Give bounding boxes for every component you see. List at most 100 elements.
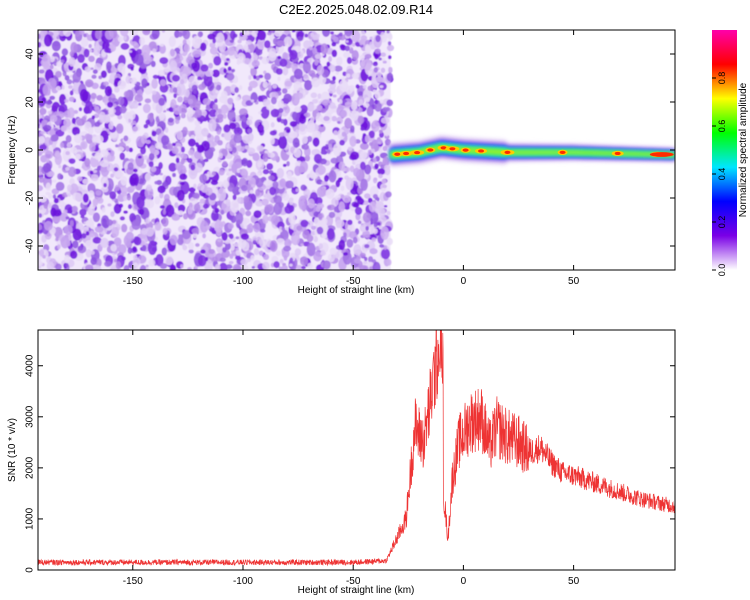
noise-blob bbox=[329, 247, 338, 256]
spectrogram-panel: -150 -100 -50 0 50 -40 -20 0 20 40 Height of str… bbox=[7, 29, 676, 296]
noise-blob bbox=[261, 56, 270, 65]
noise-blob bbox=[347, 146, 353, 152]
noise-blob bbox=[360, 30, 366, 37]
noise-blob bbox=[355, 195, 362, 201]
noise-blob bbox=[129, 48, 137, 59]
signal-peak-core bbox=[462, 148, 469, 152]
noise-blob bbox=[48, 145, 54, 152]
noise-blob bbox=[292, 137, 300, 148]
noise-blob bbox=[382, 60, 387, 64]
noise-blob bbox=[323, 175, 329, 182]
noise-blob bbox=[373, 67, 378, 73]
noise-blob bbox=[270, 30, 275, 33]
noise-blob bbox=[177, 210, 184, 216]
noise-blob bbox=[364, 43, 370, 51]
noise-blob bbox=[162, 227, 168, 235]
noise-blob bbox=[220, 104, 229, 115]
noise-blob bbox=[347, 219, 353, 226]
noise-blob bbox=[328, 170, 337, 183]
noise-blob bbox=[109, 191, 117, 200]
noise-blob bbox=[150, 166, 157, 172]
noise-blob bbox=[148, 152, 155, 161]
noise-blob bbox=[159, 262, 168, 270]
noise-blob bbox=[250, 99, 255, 103]
noise-blob bbox=[62, 30, 72, 37]
noise-blob bbox=[258, 250, 264, 256]
noise-blob bbox=[363, 102, 370, 108]
noise-blob bbox=[192, 90, 197, 94]
noise-blob bbox=[204, 75, 208, 79]
noise-blob bbox=[111, 226, 120, 238]
noise-blob bbox=[106, 219, 113, 226]
noise-blob bbox=[119, 105, 127, 114]
noise-blob bbox=[80, 215, 85, 219]
noise-blob bbox=[353, 202, 360, 208]
noise-blob bbox=[280, 118, 286, 124]
noise-blob bbox=[237, 39, 242, 44]
x-tick-label: -50 bbox=[346, 276, 361, 287]
noise-blob bbox=[172, 104, 182, 115]
noise-blob bbox=[177, 31, 183, 38]
noise-blob bbox=[288, 197, 294, 206]
noise-blob bbox=[266, 194, 272, 202]
noise-blob bbox=[91, 115, 95, 120]
noise-blob bbox=[369, 248, 378, 255]
noise-blob bbox=[45, 191, 51, 196]
noise-blob bbox=[123, 90, 130, 98]
noise-blob bbox=[85, 231, 90, 236]
noise-blob bbox=[240, 233, 250, 240]
noise-blob bbox=[379, 244, 385, 248]
noise-blob bbox=[260, 228, 266, 233]
noise-blob bbox=[293, 98, 300, 105]
noise-blob bbox=[64, 254, 70, 264]
noise-blob bbox=[41, 97, 47, 102]
noise-blob bbox=[322, 260, 331, 270]
noise-blob bbox=[141, 78, 148, 89]
noise-blob bbox=[296, 225, 303, 231]
noise-blob bbox=[317, 213, 323, 221]
noise-blob bbox=[171, 147, 179, 154]
noise-blob bbox=[232, 264, 241, 270]
noise-blob bbox=[262, 81, 269, 89]
noise-blob bbox=[362, 84, 367, 89]
noise-blob bbox=[88, 168, 93, 171]
noise-blob bbox=[211, 69, 220, 78]
noise-blob bbox=[117, 62, 126, 73]
noise-blob bbox=[71, 117, 76, 124]
noise-blob bbox=[194, 108, 203, 118]
noise-blob bbox=[382, 184, 387, 189]
y-tick-label: 20 bbox=[25, 96, 36, 108]
noise-blob bbox=[341, 87, 347, 92]
noise-blob bbox=[386, 210, 391, 216]
noise-blob bbox=[78, 107, 83, 112]
noise-blob bbox=[250, 66, 257, 77]
noise-blob bbox=[88, 190, 95, 198]
noise-blob bbox=[123, 35, 127, 41]
noise-blob bbox=[293, 148, 302, 158]
noise-blob bbox=[364, 244, 370, 249]
noise-blob bbox=[91, 225, 96, 230]
noise-blob bbox=[279, 58, 288, 67]
noise-blob bbox=[155, 142, 163, 150]
noise-blob bbox=[151, 78, 158, 89]
noise-blob bbox=[219, 257, 226, 263]
noise-blob bbox=[288, 205, 295, 213]
noise-blob bbox=[179, 173, 188, 181]
noise-blob bbox=[360, 126, 365, 131]
noise-blob bbox=[138, 102, 142, 106]
noise-blob bbox=[222, 113, 227, 119]
noise-blob bbox=[337, 177, 342, 183]
noise-blob bbox=[77, 245, 84, 251]
noise-blob bbox=[264, 204, 273, 213]
noise-blob bbox=[192, 35, 202, 49]
noise-blob bbox=[241, 94, 251, 102]
noise-blob bbox=[177, 96, 183, 103]
noise-blob bbox=[307, 57, 315, 64]
noise-blob bbox=[222, 160, 228, 167]
noise-blob bbox=[183, 88, 190, 98]
noise-blob bbox=[200, 249, 206, 254]
noise-blob bbox=[203, 118, 207, 122]
noise-blob bbox=[228, 260, 234, 265]
noise-blob bbox=[241, 157, 249, 167]
noise-blob bbox=[159, 44, 166, 54]
